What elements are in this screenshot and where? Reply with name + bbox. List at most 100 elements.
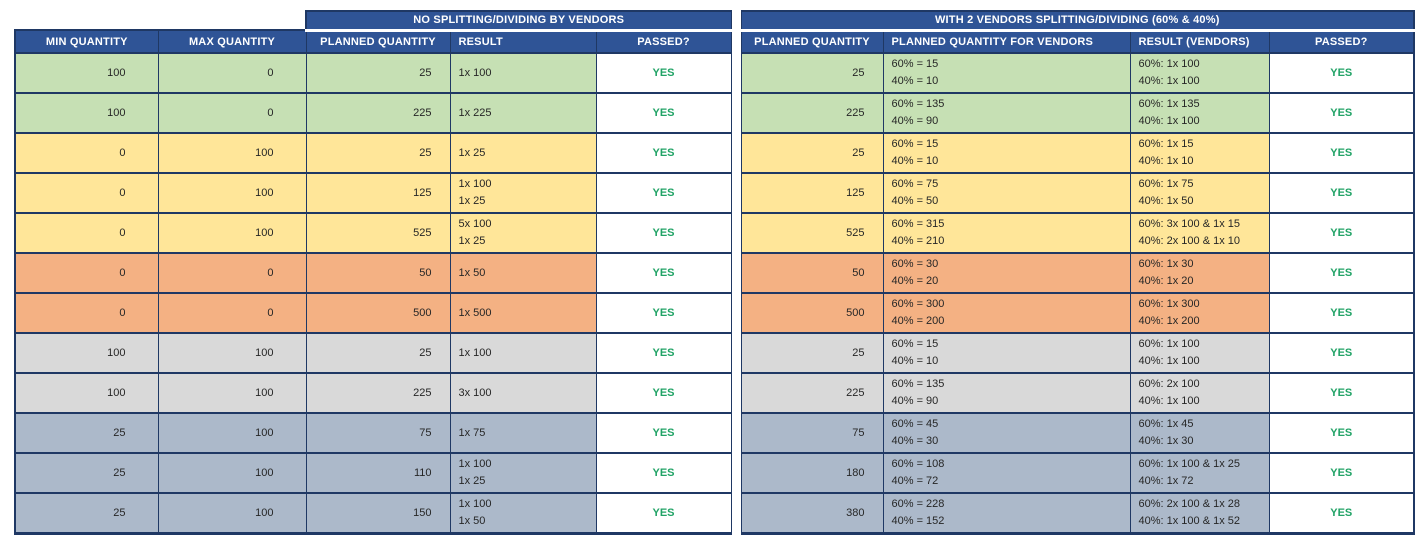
cell-line: 60%: 1x 15 [1138,138,1194,150]
cell-line: 1x 500 [458,306,492,319]
cell-line: YES [652,426,675,439]
passed-cell: YES [595,412,732,454]
result-cell: 1x 100 [449,52,597,94]
passed-vendors-cell: YES [1268,252,1416,294]
cell-line: 40%: 1x 30 [1138,435,1194,447]
cell-line: 25 [419,146,432,159]
cell-line: 40%: 1x 100 [1138,75,1200,87]
cell-line: 60%: 2x 100 [1138,378,1200,390]
planned-quantity-for-vendors-cell: 60% = 135 40% = 90 [882,372,1131,414]
group-gap-cell [731,453,741,493]
cell-line: YES [652,466,675,479]
passed-cell: YES [595,92,732,134]
table-row: 100 100 225 3x 100 YES 225 60% = 135 40% = 90 60… [14,372,1416,414]
cell-line: 40% = 50 [891,195,939,207]
cell-line: 60% = 315 [891,218,945,230]
min-quantity-cell: 0 [14,292,159,334]
max-quantity-cell: 0 [157,292,307,334]
cell-line: 1x 100 [458,346,492,359]
cell-line: YES [1330,106,1353,119]
cell-line: 5x 100 [458,218,492,230]
cell-line: 25 [113,466,126,479]
column-header-planned-quantity: PLANNED QUANTITY [305,29,451,54]
planned-quantity-for-vendors-cell: 60% = 300 40% = 200 [882,292,1131,334]
group-gap-cell [731,293,741,333]
cell-line: 60%: 3x 100 & 1x 15 [1138,218,1241,230]
column-header-min-quantity: MIN QUANTITY [14,29,159,54]
cell-line: YES [1330,466,1353,479]
planned-quantity-for-vendors-cell: 60% = 30 40% = 20 [882,252,1131,294]
cell-line: 50 [852,266,865,279]
min-quantity-cell: 0 [14,172,159,214]
planned-quantity-cell: 525 [305,212,451,254]
column-header-planned-quantity-for-vendors: PLANNED QUANTITY FOR VENDORS [882,29,1131,54]
cell-line: YES [652,506,675,519]
cell-line: YES [1330,146,1353,159]
cell-line: 100 [255,466,274,479]
passed-vendors-cell: YES [1268,292,1416,334]
min-quantity-cell: 100 [14,92,159,134]
min-quantity-cell: 0 [14,212,159,254]
cell-line: 100 [107,346,126,359]
planned-quantity-vendors-cell: 50 [740,252,884,294]
result-cell: 5x 100 1x 25 [449,212,597,254]
cell-line: 40% = 210 [891,235,945,247]
min-quantity-cell: 0 [14,132,159,174]
column-header-passed: PASSED? [595,29,732,54]
cell-line: 1x 100 [458,178,492,190]
cell-line: 1x 50 [458,266,486,279]
cell-line: 60% = 228 [891,498,945,510]
min-quantity-cell: 0 [14,252,159,294]
cell-line: 500 [846,306,865,319]
result-cell: 1x 225 [449,92,597,134]
column-header-passed-vendors: PASSED? [1268,29,1416,54]
cell-line: YES [652,146,675,159]
group-gap-cell [731,53,741,93]
cell-line: 1x 25 [458,195,486,207]
passed-cell: YES [595,252,732,294]
cell-line: 1x 100 [458,66,492,79]
cell-line: 60% = 75 [891,178,939,190]
cell-line: YES [1330,426,1353,439]
result-cell: 1x 100 1x 50 [449,492,597,535]
cell-line: 40% = 152 [891,515,945,527]
cell-line: 60%: 1x 45 [1138,418,1194,430]
cell-line: 25 [852,66,865,79]
cell-line: 40% = 20 [891,275,939,287]
cell-line: 100 [107,386,126,399]
cell-line: 3x 100 [458,386,492,399]
cell-line: 50 [419,266,432,279]
planned-quantity-vendors-cell: 525 [740,212,884,254]
planned-quantity-for-vendors-cell: 60% = 15 40% = 10 [882,332,1131,374]
cell-line: 225 [846,386,865,399]
cell-line: 380 [846,506,865,519]
cell-line: YES [652,186,675,199]
column-header-result: RESULT [449,29,597,54]
planned-quantity-for-vendors-cell: 60% = 75 40% = 50 [882,172,1131,214]
min-quantity-cell: 100 [14,52,159,94]
cell-line: 100 [255,346,274,359]
cell-line: 60%: 1x 300 [1138,298,1200,310]
column-header-row: MIN QUANTITY MAX QUANTITY PLANNED QUANTI… [14,29,1416,54]
planned-quantity-cell: 50 [305,252,451,294]
cell-line: 60% = 135 [891,98,945,110]
result-vendors-cell: 60%: 1x 45 40%: 1x 30 [1129,412,1270,454]
result-vendors-cell: 60%: 2x 100 40%: 1x 100 [1129,372,1270,414]
cell-line: 0 [119,186,126,199]
cell-line: 100 [255,146,274,159]
cell-line: YES [652,306,675,319]
result-cell: 1x 75 [449,412,597,454]
cell-line: 60%: 2x 100 & 1x 28 [1138,498,1241,510]
max-quantity-cell: 100 [157,412,307,454]
cell-line: YES [1330,386,1353,399]
cell-line: 40%: 1x 200 [1138,315,1200,327]
cell-line: 1x 100 [458,458,492,470]
cell-line: 125 [413,186,432,199]
cell-line: 1x 225 [458,106,492,119]
planned-quantity-vendors-cell: 380 [740,492,884,535]
max-quantity-cell: 0 [157,92,307,134]
cell-line: 0 [267,266,274,279]
passed-vendors-cell: YES [1268,332,1416,374]
cell-line: 100 [107,106,126,119]
planned-quantity-vendors-cell: 180 [740,452,884,494]
